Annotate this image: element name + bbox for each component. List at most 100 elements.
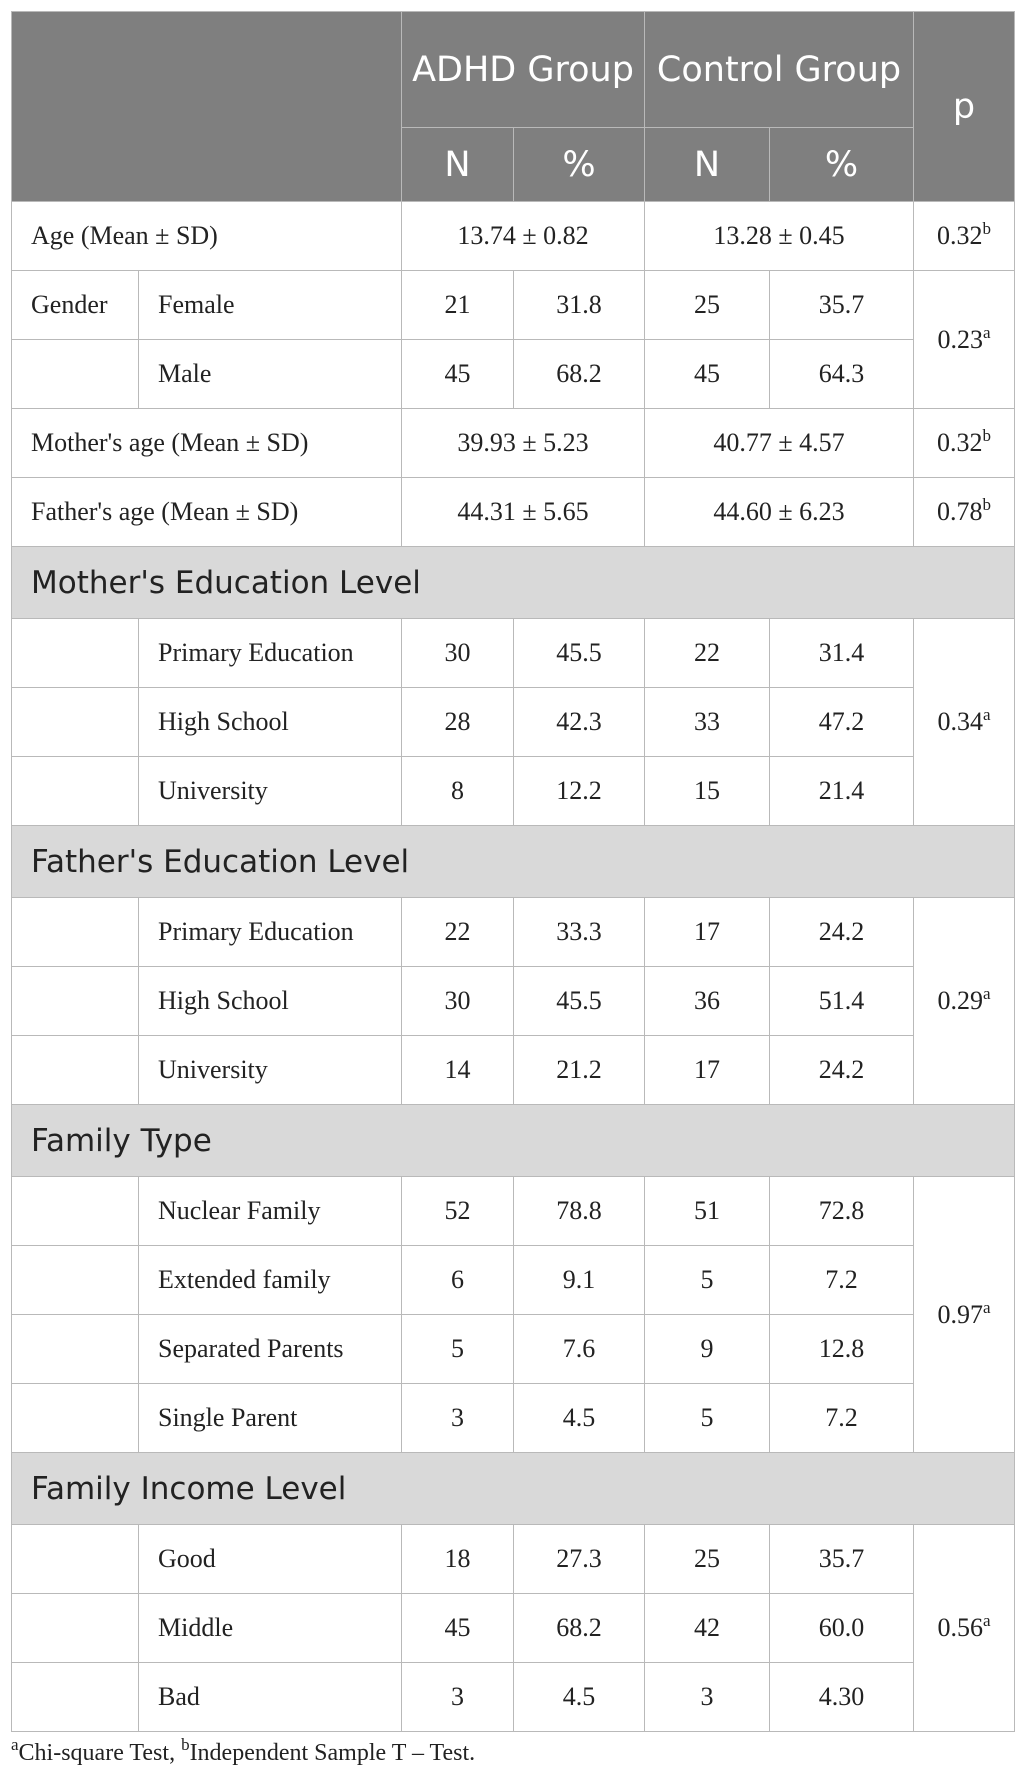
control-value: 13.28 ± 0.45	[643, 201, 915, 271]
control-n: 22	[644, 618, 770, 688]
adhd-n: 18	[401, 1524, 514, 1594]
table-row: Bad 3 4.5 3 4.30	[11, 1662, 1015, 1732]
empty-cell	[11, 1383, 139, 1453]
empty-cell	[11, 1662, 139, 1732]
p-value-number: 0.97	[937, 1299, 983, 1329]
adhd-pct: 21.2	[513, 1035, 645, 1105]
adhd-pct: 7.6	[513, 1314, 645, 1384]
control-n: 5	[644, 1245, 770, 1315]
control-pct: 72.8	[768, 1176, 915, 1246]
control-pct: 60.0	[768, 1593, 915, 1663]
row-group-label: Gender	[11, 270, 139, 340]
adhd-pct: 9.1	[513, 1245, 645, 1315]
section-title: Family Income Level	[10, 1452, 1016, 1525]
table-row: Extended family 6 9.1 5 7.2	[11, 1245, 1015, 1315]
control-n: 25	[644, 1524, 770, 1594]
table-row: High School 30 45.5 36 51.4	[11, 966, 1015, 1036]
section-header-row: Family Type	[10, 1104, 1016, 1177]
table-row: Single Parent 3 4.5 5 7.2	[11, 1383, 1015, 1453]
control-pct: 47.2	[768, 687, 915, 757]
control-pct: 7.2	[768, 1245, 915, 1315]
sections-body: Mother's Education Level Primary Educatio…	[10, 546, 1016, 1732]
p-value-superscript: a	[982, 1611, 991, 1630]
control-pct: 35.7	[768, 1524, 915, 1594]
adhd-n: 45	[401, 1593, 514, 1663]
row-label: Nuclear Family	[138, 1176, 402, 1246]
adhd-pct: 42.3	[513, 687, 645, 757]
control-n: 9	[644, 1314, 770, 1384]
table-row: Primary Education 22 33.3 17 24.2 0.29a	[11, 897, 1016, 1105]
control-pct: 4.30	[768, 1662, 915, 1732]
section-header-row: Father's Education Level	[10, 825, 1016, 898]
table-row-gender-male: Male 45 68.2 45 64.3	[11, 339, 1015, 409]
adhd-n: 45	[401, 339, 514, 409]
adhd-pct: 4.5	[513, 1383, 645, 1453]
table-row: Primary Education 30 45.5 22 31.4 0.34a	[11, 618, 1016, 826]
p-value: 0.32b	[913, 408, 1016, 478]
control-n: 33	[644, 687, 770, 757]
p-value-superscript: b	[982, 426, 992, 445]
adhd-pct: 78.8	[513, 1176, 645, 1246]
p-value-number: 0.56	[937, 1613, 983, 1642]
p-value-number: 0.23	[937, 324, 983, 354]
p-value-superscript: a	[982, 984, 991, 1003]
p-value: 0.78b	[913, 477, 1016, 547]
control-pct: 24.2	[768, 1035, 915, 1105]
control-pct: 35.7	[768, 270, 915, 340]
row-label: Middle	[138, 1593, 402, 1663]
adhd-pct: 45.5	[513, 618, 645, 688]
p-value: 0.97a	[913, 1176, 1016, 1453]
row-label: Male	[138, 339, 402, 409]
control-value: 40.77 ± 4.57	[643, 408, 915, 478]
header-control-pct: %	[768, 127, 915, 202]
header-adhd-n: N	[401, 127, 514, 202]
control-pct: 21.4	[768, 756, 915, 826]
adhd-pct: 68.2	[513, 339, 645, 409]
control-pct: 51.4	[768, 966, 915, 1036]
row-label: Mother's age (Mean ± SD)	[11, 408, 402, 478]
header-control-n: N	[644, 127, 770, 202]
table-row-gender-female: Gender Female 21 31.8 25 35.7 0.23a	[11, 270, 1016, 409]
row-label: Separated Parents	[138, 1314, 402, 1384]
adhd-n: 8	[401, 756, 514, 826]
adhd-n: 30	[401, 966, 514, 1036]
table-row: Separated Parents 5 7.6 9 12.8	[11, 1314, 1015, 1384]
control-n: 36	[644, 966, 770, 1036]
p-value-superscript: b	[982, 219, 992, 238]
table-row: Good 18 27.3 25 35.7 0.56a	[11, 1524, 1016, 1732]
p-value-number: 0.29	[937, 986, 983, 1015]
section-title: Father's Education Level	[10, 825, 1016, 898]
control-pct: 31.4	[768, 618, 915, 688]
header-adhd-pct: %	[513, 127, 645, 202]
table-footnote: aChi-square Test, bIndependent Sample T …	[11, 1736, 475, 1767]
row-label: High School	[138, 966, 402, 1036]
p-value-number: 0.34	[937, 707, 983, 736]
section-title: Mother's Education Level	[10, 546, 1016, 619]
section-header-row: Family Income Level	[10, 1452, 1016, 1525]
header-empty-cell	[11, 11, 402, 202]
adhd-pct: 33.3	[513, 897, 645, 967]
row-label: University	[138, 1035, 402, 1105]
p-value: 0.23a	[913, 270, 1016, 409]
row-label: Extended family	[138, 1245, 402, 1315]
control-n: 15	[644, 756, 770, 826]
adhd-n: 52	[401, 1176, 514, 1246]
adhd-n: 14	[401, 1035, 514, 1105]
footnote-a-marker: a	[11, 1735, 19, 1754]
adhd-value: 44.31 ± 5.65	[401, 477, 645, 547]
p-value-superscript: a	[982, 322, 991, 342]
empty-cell	[11, 687, 139, 757]
p-value-superscript: a	[982, 705, 991, 724]
control-n: 5	[644, 1383, 770, 1453]
header-adhd-group: ADHD Group	[401, 11, 645, 128]
control-n: 51	[644, 1176, 770, 1246]
row-label: Primary Education	[138, 618, 402, 688]
header-p: p	[913, 11, 1016, 202]
adhd-pct: 68.2	[513, 1593, 645, 1663]
control-n: 17	[644, 1035, 770, 1105]
p-value: 0.56a	[913, 1524, 1016, 1732]
p-value: 0.34a	[913, 618, 1016, 826]
empty-cell	[11, 1035, 139, 1105]
adhd-n: 21	[401, 270, 514, 340]
p-value: 0.32b	[913, 201, 1016, 271]
